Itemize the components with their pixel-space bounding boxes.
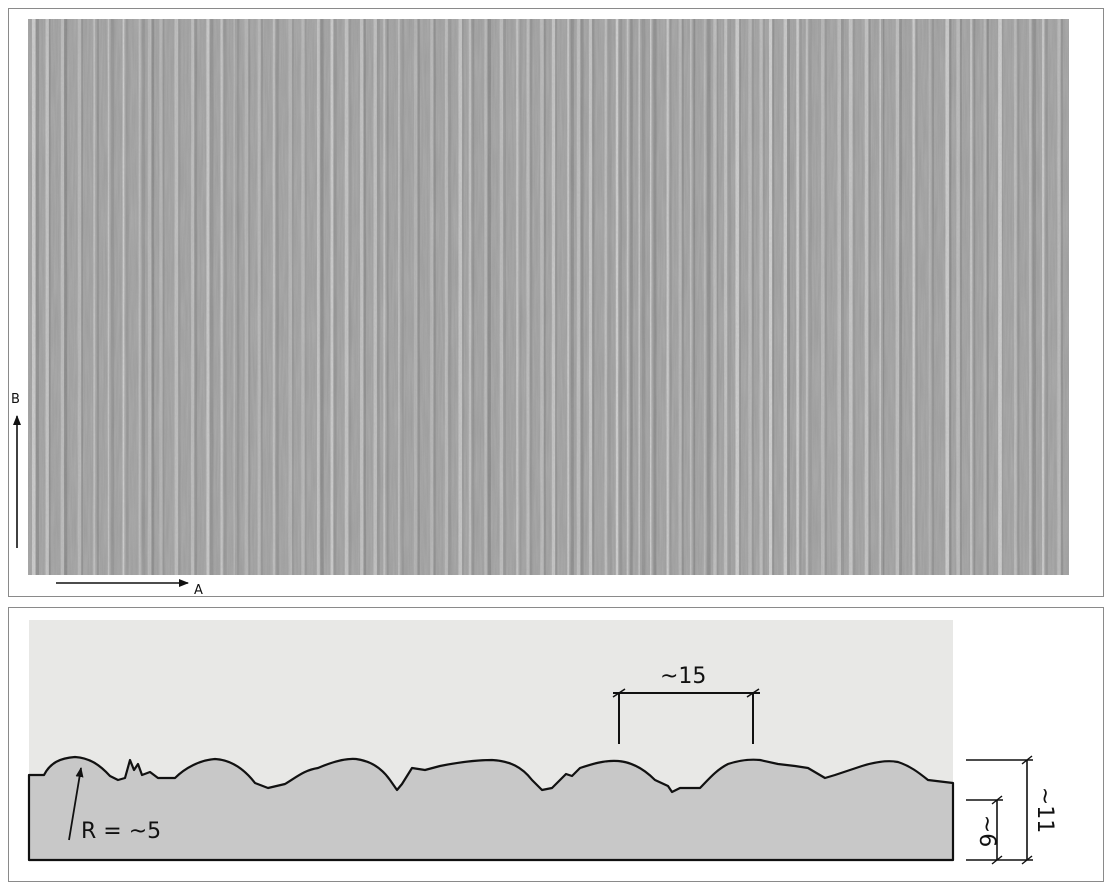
- profile-cross-section: [27, 755, 955, 862]
- total-height-label: ~11: [1032, 787, 1057, 833]
- pitch-dimension: [612, 688, 760, 744]
- inner-height-label: ~6: [974, 815, 999, 847]
- photo-speckle: [28, 19, 1069, 575]
- radius-label: R = ~5: [81, 819, 161, 844]
- height-dimension-lines: [966, 755, 1033, 865]
- axis-b-label: B: [11, 392, 20, 407]
- axis-a-label: A: [194, 583, 203, 598]
- texture-photo: [28, 19, 1069, 575]
- pitch-label: ~15: [660, 664, 706, 689]
- radius-leader-arrow: [68, 767, 84, 841]
